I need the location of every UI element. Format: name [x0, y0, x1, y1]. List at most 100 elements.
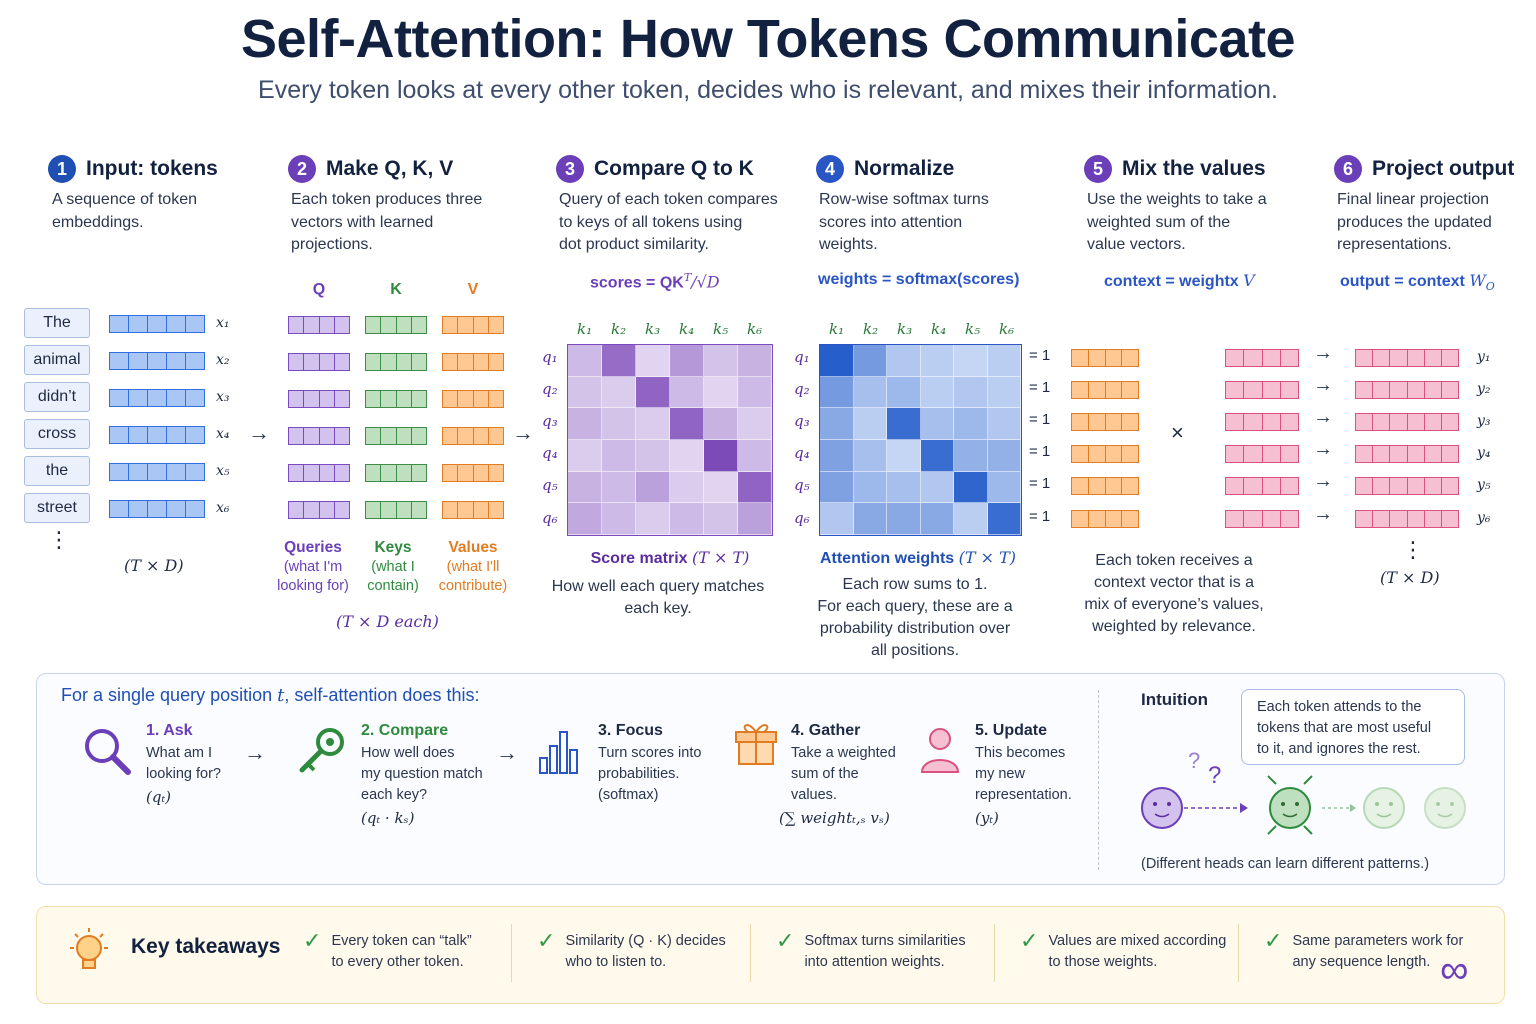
query-vector	[288, 464, 350, 482]
value-vector	[1071, 349, 1139, 367]
query-row-label: q₃	[542, 412, 558, 430]
check-icon: ✓	[1264, 928, 1283, 953]
token-chip: the	[24, 456, 90, 486]
embedding-vector	[109, 352, 205, 370]
panel-step-title: 3. Focus	[598, 722, 663, 739]
output-vector	[1355, 445, 1459, 463]
attention-cell	[820, 345, 854, 377]
value-vector	[442, 316, 504, 334]
score-cell	[738, 439, 772, 472]
score-matrix	[567, 344, 773, 536]
attention-cell	[920, 439, 954, 472]
y-label: y₂	[1477, 381, 1491, 397]
step-1-description: A sequence of token embeddings.	[52, 191, 197, 231]
key-vector	[365, 464, 427, 482]
score-cell	[636, 503, 670, 535]
score-cell	[670, 471, 704, 504]
attention-cell	[987, 408, 1021, 440]
projection-arrow: →	[1313, 406, 1333, 428]
panel-step-title: 2. Compare	[361, 722, 449, 739]
key-vector	[365, 353, 427, 371]
attention-cell	[853, 503, 887, 535]
check-icon: ✓	[1020, 928, 1039, 953]
x-label: x₄	[216, 426, 230, 442]
attention-cell	[853, 471, 887, 504]
y-label: y₄	[1477, 445, 1491, 461]
queries-label: Queries (what I'm looking for)	[277, 539, 349, 594]
attention-matrix-title: Attention weights (T × T)	[819, 548, 1017, 567]
step-3-description: Query of each token compares to keys of a…	[559, 191, 778, 253]
output-ellipsis: ⋮	[1402, 537, 1424, 562]
value-vector	[442, 464, 504, 482]
context-vector	[1225, 413, 1299, 431]
score-matrix-title: Score matrix (T × T)	[590, 548, 750, 567]
query-row-label: q₆	[542, 509, 558, 527]
panel-step-title: 1. Ask	[146, 722, 193, 739]
score-cell	[704, 376, 738, 409]
row-sum-label: = 1	[1029, 508, 1051, 525]
embedding-vector	[109, 463, 205, 481]
x-label: x₁	[216, 315, 230, 331]
takeaway-divider	[511, 924, 512, 982]
q-header: Q	[312, 281, 326, 298]
attention-matrix	[819, 344, 1022, 536]
attention-cell	[987, 376, 1021, 409]
step-4-header: 4 Normalize	[816, 155, 954, 183]
key-column-label: k₁	[829, 320, 845, 338]
key-vector	[365, 501, 427, 519]
query-vector	[288, 427, 350, 445]
context-vector	[1225, 477, 1299, 495]
question-mark-1: ?	[1188, 748, 1201, 773]
query-row-label: q₂	[794, 380, 810, 398]
step-6-header: 6 Project output	[1334, 155, 1514, 183]
output-vector	[1355, 413, 1459, 431]
key-icon	[299, 728, 344, 773]
multiply-sign: ×	[1171, 420, 1184, 445]
context-formula: context = weightx V	[1104, 271, 1255, 290]
panel-step-formula: (qₜ)	[146, 788, 172, 806]
key-column-label: k₅	[965, 320, 981, 338]
score-cell	[568, 408, 602, 440]
key-vector	[365, 316, 427, 334]
takeaway-divider	[994, 924, 995, 982]
projection-arrow: →	[1313, 503, 1333, 525]
takeaway-divider	[750, 924, 751, 982]
key-column-label: k₁	[577, 320, 593, 338]
embedding-vector	[109, 389, 205, 407]
row-sum-label: = 1	[1029, 379, 1051, 396]
v-header: V	[467, 281, 479, 298]
projection-arrow: →	[1313, 438, 1333, 460]
key-column-label: k₅	[713, 320, 729, 338]
value-vector	[442, 390, 504, 408]
lightbulb-icon	[70, 928, 108, 969]
magnifier-icon	[85, 729, 131, 775]
step-title: Mix the values	[1122, 157, 1266, 180]
query-vector	[288, 390, 350, 408]
query-row-label: q₁	[794, 348, 810, 366]
row-sum-label: = 1	[1029, 347, 1051, 364]
score-cell	[602, 408, 636, 440]
arrow-1-2: →	[248, 420, 270, 445]
score-cell	[568, 345, 602, 377]
key-column-label: k₆	[999, 320, 1015, 338]
intuition-caption: (Different heads can learn different pat…	[1141, 856, 1430, 872]
attention-cell	[820, 471, 854, 504]
score-cell	[636, 471, 670, 504]
takeaway-item: ✓ Every token can “talk” to every other to…	[303, 930, 472, 973]
score-cell	[602, 345, 636, 377]
token-chip: animal	[24, 345, 90, 375]
score-cell	[602, 503, 636, 535]
panel-step-description: Take a weighted sum of the values.	[791, 745, 896, 803]
page-title: Self-Attention: How Tokens Communicate	[240, 9, 1296, 69]
score-cell	[704, 439, 738, 472]
attention-cell	[820, 376, 854, 409]
attention-cell	[820, 408, 854, 440]
step-number-badge: 1	[48, 155, 76, 183]
attention-cell	[853, 408, 887, 440]
score-cell	[704, 503, 738, 535]
output-shape: (T × D)	[1380, 568, 1440, 587]
score-cell	[738, 471, 772, 504]
token-chip: The	[24, 308, 90, 338]
